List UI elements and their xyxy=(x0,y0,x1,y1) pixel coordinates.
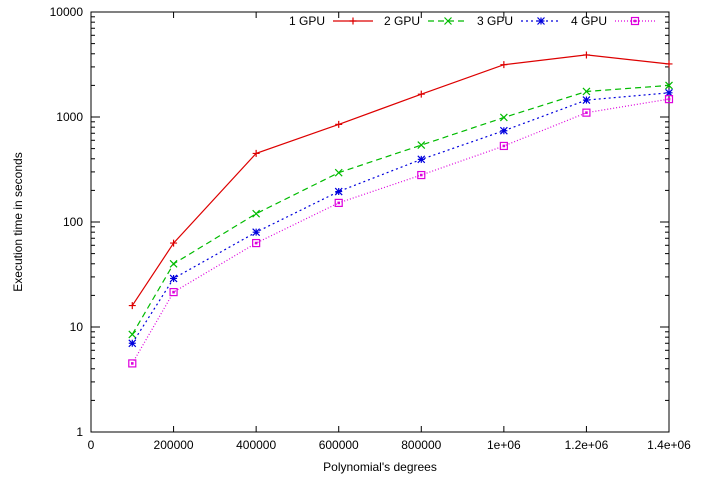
data-point-center xyxy=(585,111,588,114)
data-point xyxy=(418,156,425,163)
data-point-center xyxy=(131,362,134,365)
data-point-center xyxy=(172,291,175,294)
data-point-center xyxy=(337,202,340,205)
data-point-center xyxy=(420,174,423,177)
y-tick-label: 1 xyxy=(76,425,83,439)
x-tick-label: 200000 xyxy=(154,438,194,452)
data-point xyxy=(583,97,590,104)
data-point xyxy=(129,340,136,347)
legend: 1 GPU 2 GPU 3 GPU 4 GPU xyxy=(289,14,655,28)
series-3 xyxy=(129,89,673,346)
data-point xyxy=(538,18,545,25)
data-point xyxy=(129,302,136,309)
data-point xyxy=(583,51,590,58)
data-point xyxy=(335,121,342,128)
plot-frame xyxy=(91,12,669,432)
data-point xyxy=(170,275,177,282)
data-point xyxy=(335,169,342,176)
y-tick-label: 10 xyxy=(70,320,84,334)
data-point xyxy=(500,127,507,134)
series-2 xyxy=(129,82,673,338)
data-point xyxy=(500,114,507,121)
data-point xyxy=(418,91,425,98)
x-tick-label: 800000 xyxy=(401,438,441,452)
legend-label: 4 GPU xyxy=(571,14,607,28)
series-1 xyxy=(129,51,673,309)
data-point xyxy=(350,18,357,25)
data-point xyxy=(418,142,425,149)
x-tick-label: 600000 xyxy=(319,438,359,452)
data-point xyxy=(335,188,342,195)
y-tick-label: 10000 xyxy=(50,5,84,19)
data-point xyxy=(500,61,507,68)
series-line xyxy=(132,55,669,306)
series-line xyxy=(132,85,669,334)
series-line xyxy=(132,93,669,343)
legend-label: 3 GPU xyxy=(477,14,513,28)
axis-ticks: 0 200000 400000 600000 800000 1e+06 1.2e+06 1.4… xyxy=(50,5,692,452)
data-point xyxy=(129,331,136,338)
legend-label: 1 GPU xyxy=(289,14,325,28)
data-point xyxy=(253,229,260,236)
y-tick-label: 1000 xyxy=(56,110,83,124)
x-tick-label: 1.4e+06 xyxy=(647,438,691,452)
data-point-center xyxy=(668,98,671,101)
x-axis-title: Polynomial's degrees xyxy=(323,460,437,474)
x-tick-label: 400000 xyxy=(236,438,276,452)
data-point xyxy=(253,210,260,217)
series-line xyxy=(132,99,669,363)
legend-label: 2 GPU xyxy=(384,14,420,28)
series-4 xyxy=(129,96,673,367)
y-axis-title: Execution time in seconds xyxy=(11,152,25,291)
data-point-center xyxy=(255,242,258,245)
data-point xyxy=(170,260,177,267)
data-point-center xyxy=(634,20,637,23)
x-tick-label: 0 xyxy=(88,438,95,452)
series-layer xyxy=(129,51,673,366)
y-tick-label: 100 xyxy=(63,215,83,229)
data-point-center xyxy=(503,145,506,148)
x-tick-label: 1.2e+06 xyxy=(565,438,609,452)
x-tick-label: 1e+06 xyxy=(487,438,521,452)
